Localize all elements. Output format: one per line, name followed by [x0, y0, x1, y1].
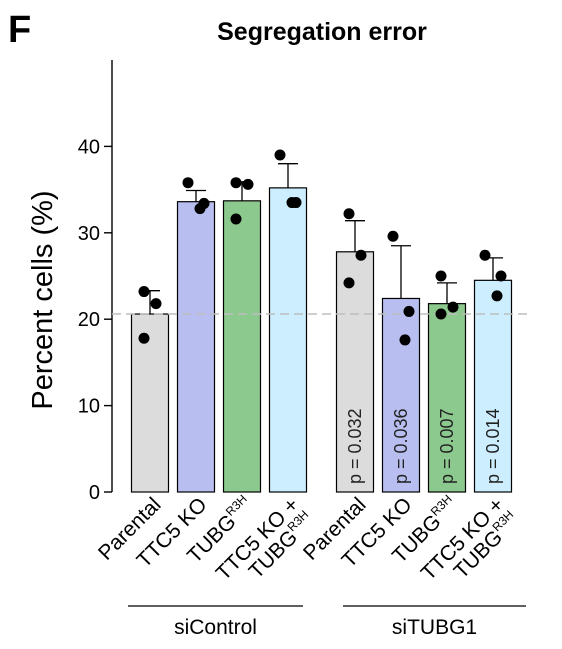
- p-value-label: p = 0.036: [391, 408, 411, 484]
- data-point: [138, 286, 150, 298]
- data-point: [343, 208, 355, 220]
- p-value-label: p = 0.032: [345, 408, 365, 484]
- y-tick-label: 30: [78, 223, 100, 245]
- bar: [473, 279, 513, 493]
- data-point: [387, 230, 399, 242]
- data-point: [343, 277, 355, 289]
- p-value-label: p = 0.014: [483, 408, 503, 484]
- data-point: [399, 334, 411, 346]
- data-point: [150, 298, 162, 310]
- panel-letter: F: [8, 9, 31, 51]
- bar: [176, 201, 216, 493]
- data-point: [182, 177, 194, 189]
- data-point: [403, 305, 415, 317]
- data-point: [286, 197, 298, 209]
- y-axis-label: Percent cells (%): [27, 190, 59, 409]
- data-point: [194, 203, 206, 215]
- bar: [335, 251, 375, 493]
- data-point: [479, 249, 491, 261]
- group-label: siControl: [174, 616, 257, 639]
- bar: [268, 187, 308, 493]
- y-tick-label: 0: [89, 482, 100, 504]
- y-tick-label: 40: [78, 136, 100, 158]
- bar: [222, 200, 262, 493]
- data-point: [495, 270, 507, 282]
- data-point: [242, 178, 254, 190]
- data-point: [435, 270, 447, 282]
- data-point: [230, 177, 242, 189]
- data-point: [138, 332, 150, 344]
- chart-title: Segregation error: [217, 18, 427, 46]
- p-value-label: p = 0.007: [437, 408, 457, 484]
- data-point: [274, 149, 286, 161]
- data-point: [230, 213, 242, 225]
- bar: [130, 313, 170, 493]
- y-tick-label: 10: [78, 396, 100, 418]
- data-point: [447, 301, 459, 313]
- data-point: [491, 290, 503, 302]
- y-tick-label: 20: [78, 309, 100, 331]
- group-label: siTUBG1: [392, 616, 477, 639]
- bar: [381, 297, 421, 493]
- data-point: [435, 308, 447, 320]
- data-point: [355, 249, 367, 261]
